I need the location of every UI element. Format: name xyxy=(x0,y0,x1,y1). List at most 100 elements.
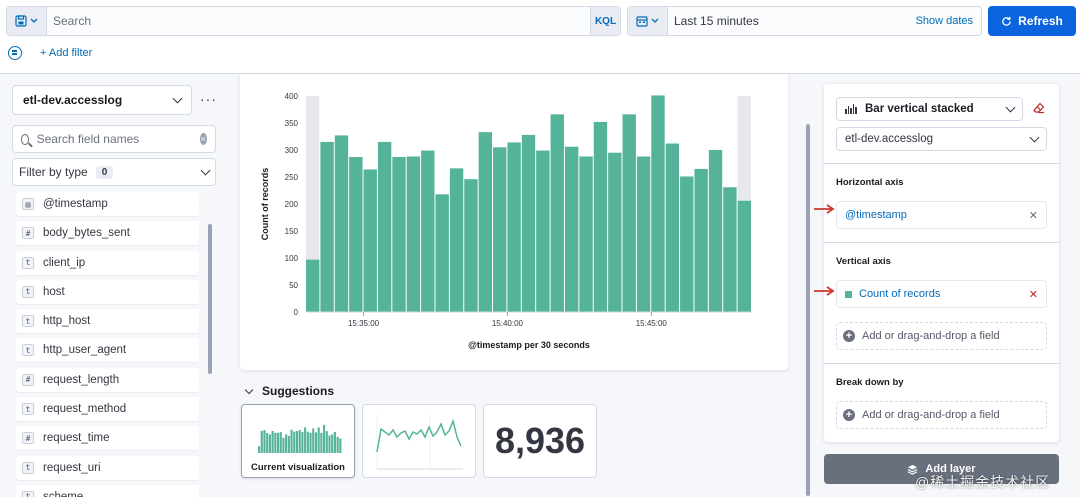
y-tick-label: 250 xyxy=(285,173,299,182)
y-tick-label: 100 xyxy=(285,254,299,263)
more-options-icon[interactable]: ··· xyxy=(200,91,217,107)
layers-icon xyxy=(908,464,918,475)
annotation-arrow-icon xyxy=(814,204,835,214)
breakdown-title: Break down by xyxy=(836,377,904,388)
field-item[interactable]: t http_host xyxy=(16,309,199,334)
chevron-down-icon xyxy=(1005,102,1016,112)
clear-layer-icon[interactable] xyxy=(1033,102,1045,114)
y-tick-label: 400 xyxy=(285,92,299,101)
x-tick-label: 15:45:00 xyxy=(636,319,668,328)
field-name: @timestamp xyxy=(43,198,108,210)
suggestion-line-chart[interactable] xyxy=(362,404,476,478)
filter-options-icon[interactable] xyxy=(8,46,22,60)
mini-bar xyxy=(317,427,320,453)
bar xyxy=(521,134,536,312)
vertical-axis-field: Count of records xyxy=(859,288,941,300)
remove-dimension-icon[interactable]: ✕ xyxy=(1028,288,1038,301)
chevron-down-icon xyxy=(244,385,254,394)
field-item[interactable]: t request_method xyxy=(16,397,199,422)
partial-bucket-shade xyxy=(306,96,320,312)
mini-bar xyxy=(309,432,312,453)
field-item[interactable]: # request_length xyxy=(16,367,199,392)
add-breakdown-field-button[interactable]: + Add or drag-and-drop a field xyxy=(836,401,1047,429)
kql-language-button[interactable]: KQL xyxy=(590,7,620,35)
horizontal-axis-dimension[interactable]: @timestamp ✕ xyxy=(836,201,1047,229)
index-pattern-label: etl-dev.accesslog xyxy=(23,93,123,107)
add-filter-button[interactable]: + Add filter xyxy=(40,47,93,59)
suggestions-toggle[interactable]: Suggestions xyxy=(244,384,335,398)
chevron-down-icon xyxy=(651,18,659,23)
search-input[interactable] xyxy=(47,8,590,34)
number-type-icon: # xyxy=(22,432,34,445)
mini-bar xyxy=(271,430,274,453)
add-layer-button[interactable]: Add layer xyxy=(824,454,1059,484)
field-search-input[interactable] xyxy=(36,132,192,146)
bar xyxy=(406,156,421,312)
mini-bar xyxy=(336,436,339,453)
x-axis-title: @timestamp per 30 seconds xyxy=(468,340,590,350)
refresh-icon xyxy=(1002,16,1011,26)
layer-index-select[interactable]: etl-dev.accesslog xyxy=(836,127,1047,151)
show-dates-link[interactable]: Show dates xyxy=(915,15,973,27)
clear-icon[interactable]: × xyxy=(199,133,207,145)
sidebar-scrollbar[interactable] xyxy=(208,224,212,374)
calendar-icon xyxy=(636,16,648,27)
bar xyxy=(665,143,680,312)
field-name: client_ip xyxy=(43,256,86,269)
field-item[interactable]: t http_user_agent xyxy=(16,338,199,363)
mini-bar-chart xyxy=(258,424,342,453)
suggestion-metric[interactable]: 8,936 xyxy=(483,404,597,478)
mini-bar xyxy=(282,437,285,453)
vertical-axis-dimension[interactable]: Count of records ✕ xyxy=(836,280,1047,308)
bar xyxy=(392,157,406,312)
filter-by-type-button[interactable]: Filter by type 0 xyxy=(12,158,216,186)
search-icon xyxy=(21,133,29,145)
field-list: ▤ @timestamp # body_bytes_sent t client_ip t ho… xyxy=(16,192,199,497)
filter-count-badge: 0 xyxy=(95,165,114,179)
field-item[interactable]: t request_uri xyxy=(16,455,199,480)
time-range-display[interactable]: Last 15 minutes xyxy=(674,14,759,28)
field-item[interactable]: t host xyxy=(16,279,199,304)
layer-index-label: etl-dev.accesslog xyxy=(845,133,933,145)
add-vertical-field-button[interactable]: + Add or drag-and-drop a field xyxy=(836,322,1047,350)
index-pattern-select[interactable]: etl-dev.accesslog xyxy=(12,85,192,115)
remove-dimension-icon[interactable]: ✕ xyxy=(1028,209,1038,222)
add-breakdown-label: Add or drag-and-drop a field xyxy=(862,409,1000,421)
bar xyxy=(550,114,564,312)
chevron-down-icon xyxy=(30,18,38,23)
mini-bar xyxy=(295,431,299,453)
field-item[interactable]: ▤ @timestamp xyxy=(16,192,199,216)
field-name: request_uri xyxy=(43,461,101,474)
field-search: × xyxy=(12,125,216,153)
saved-query-button[interactable] xyxy=(7,7,47,35)
workspace-scrollbar[interactable] xyxy=(806,124,810,496)
chevron-down-icon xyxy=(1029,132,1040,142)
metric-value: 8,936 xyxy=(494,420,586,461)
chevron-down-icon xyxy=(200,165,211,175)
suggestion-current-visualization[interactable]: Current visualization xyxy=(241,404,355,478)
visualization-type-select[interactable]: Bar vertical stacked xyxy=(836,97,1023,121)
bar xyxy=(306,259,320,312)
refresh-button[interactable]: Refresh xyxy=(988,6,1076,36)
field-item[interactable]: # request_time xyxy=(16,426,199,451)
field-item[interactable]: t client_ip xyxy=(16,250,199,275)
field-item[interactable]: t scheme xyxy=(16,484,199,497)
bar-chart[interactable]: 0 50 100 150 200 250 300 350 400 15:35:00 15:40:00… xyxy=(240,74,788,370)
string-type-icon: t xyxy=(22,315,34,328)
field-item[interactable]: # body_bytes_sent xyxy=(16,221,199,246)
bar xyxy=(493,147,507,312)
mini-bar xyxy=(339,438,342,453)
string-type-icon: t xyxy=(22,285,34,298)
suggestions-title: Suggestions xyxy=(262,384,335,398)
bar xyxy=(536,150,550,312)
mini-bar xyxy=(301,432,304,453)
mini-bar xyxy=(263,430,266,453)
divider xyxy=(824,163,1059,164)
quick-select-button[interactable] xyxy=(628,7,668,35)
mini-bar xyxy=(325,431,328,453)
field-name: scheme xyxy=(43,490,84,497)
mini-bar xyxy=(258,446,261,453)
annotation-arrow-icon xyxy=(814,286,835,296)
field-name: http_user_agent xyxy=(43,344,127,357)
mini-bar xyxy=(276,432,280,453)
